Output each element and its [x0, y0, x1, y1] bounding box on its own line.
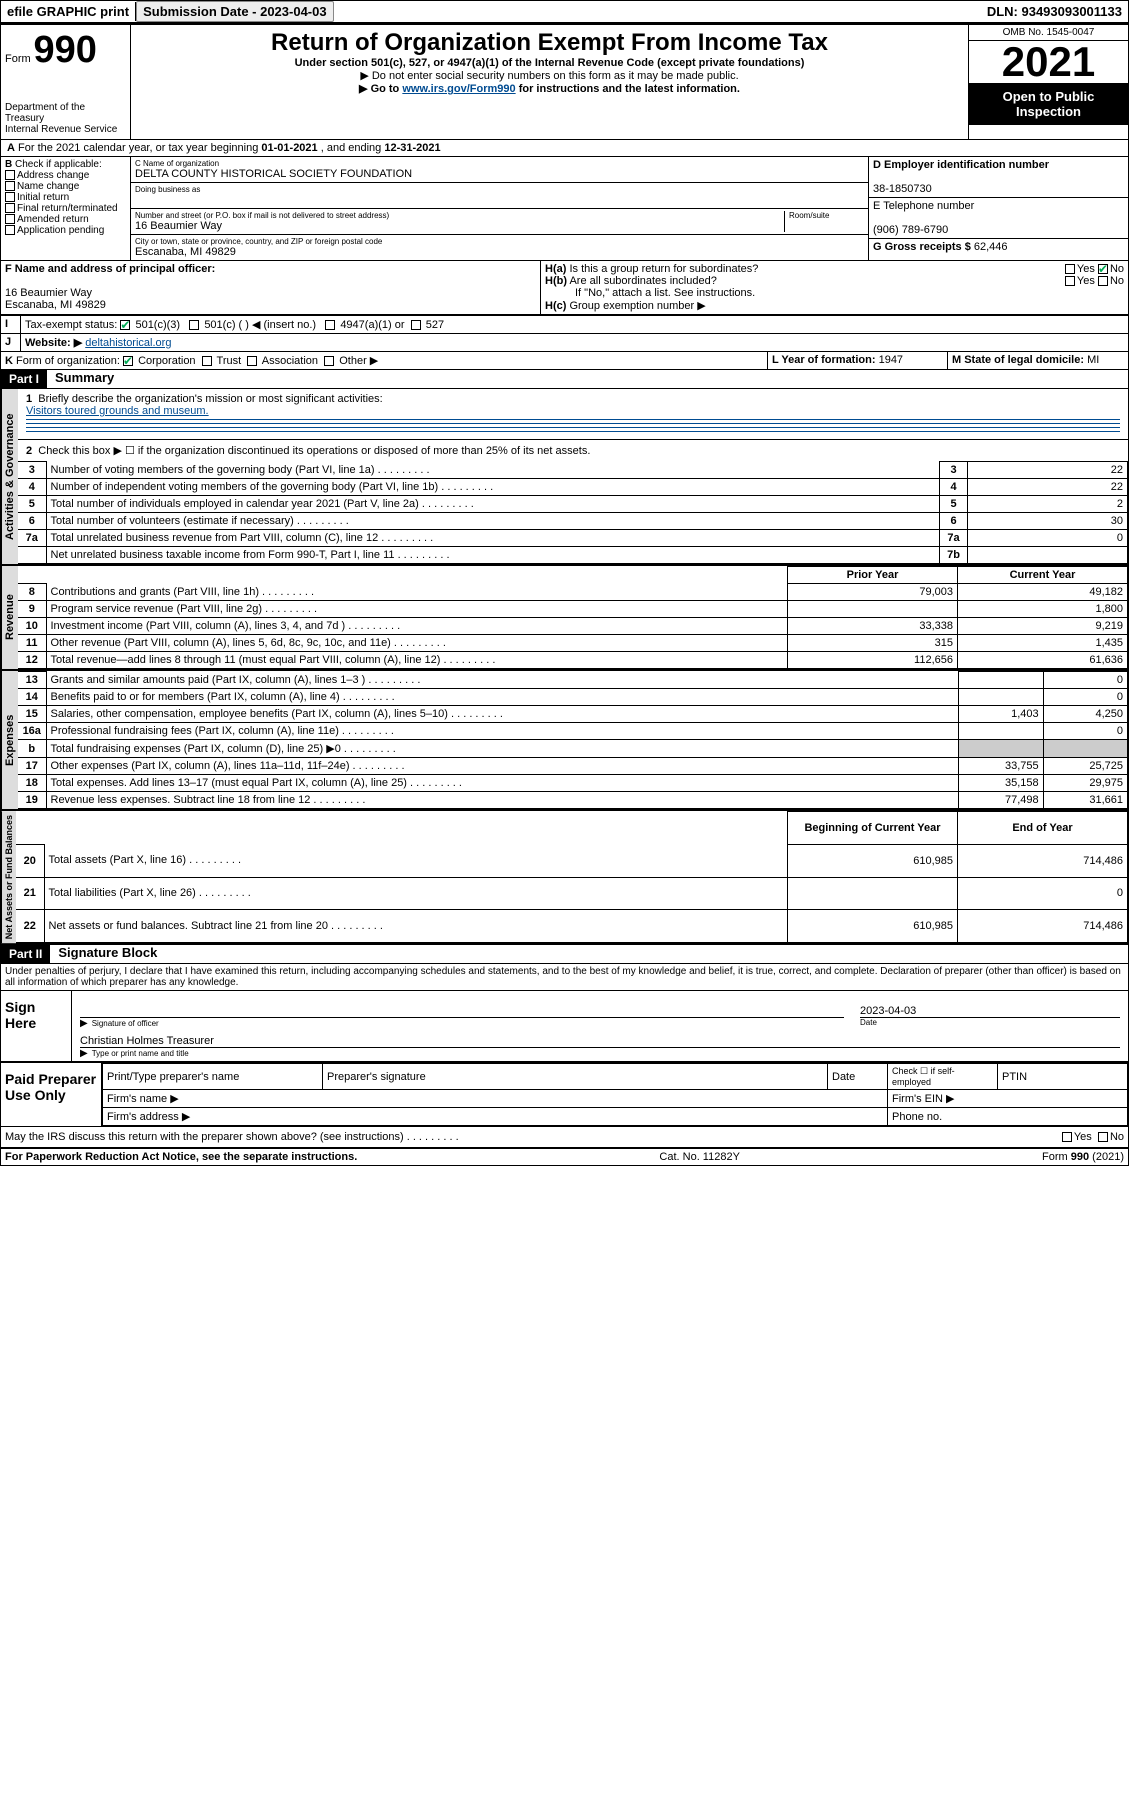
- submission-date-button[interactable]: Submission Date - 2023-04-03: [136, 1, 334, 22]
- form-header: Form 990 Department of the Treasury Inte…: [1, 25, 1128, 140]
- expenses-section: Expenses 13Grants and similar amounts pa…: [1, 671, 1128, 811]
- row-a: A For the 2021 calendar year, or tax yea…: [1, 140, 1128, 157]
- top-bar: efile GRAPHIC print Submission Date - 20…: [0, 0, 1129, 24]
- governance-table: 3Number of voting members of the governi…: [18, 461, 1128, 564]
- officer-name: Christian Holmes Treasurer: [80, 1035, 1120, 1048]
- checkbox-amended[interactable]: [5, 214, 15, 224]
- discuss-row: May the IRS discuss this return with the…: [1, 1127, 1128, 1149]
- row-fh: F Name and address of principal officer:…: [1, 261, 1128, 315]
- instr-2: ▶ Go to www.irs.gov/Form990 for instruct…: [135, 82, 964, 95]
- form-number: 990: [33, 29, 96, 71]
- checkbox-address-change[interactable]: [5, 170, 15, 180]
- spacer: [334, 10, 981, 14]
- checkbox-initial-return[interactable]: [5, 192, 15, 202]
- efile-label: efile GRAPHIC print: [1, 2, 136, 21]
- signature-date: 2023-04-03: [860, 1005, 1120, 1018]
- form-title: Return of Organization Exempt From Incom…: [135, 29, 964, 57]
- tax-year: 2021: [969, 41, 1128, 83]
- dept-treasury: Department of the Treasury: [5, 102, 126, 124]
- checkbox-app-pending[interactable]: [5, 225, 15, 235]
- mission-text: Visitors toured grounds and museum.: [26, 405, 209, 417]
- year-formation: 1947: [879, 354, 903, 366]
- instr-1: ▶ Do not enter social security numbers o…: [135, 69, 964, 82]
- header-right: OMB No. 1545-0047 2021 Open to Public In…: [968, 25, 1128, 139]
- phone-value: (906) 789-6790: [873, 224, 948, 236]
- part-2-header: Part II Signature Block: [1, 945, 1128, 964]
- box-de: D Employer identification number 38-1850…: [868, 157, 1128, 260]
- sign-here-block: Sign Here Signature of officer 2023-04-0…: [1, 991, 1128, 1063]
- header-mid: Return of Organization Exempt From Incom…: [131, 25, 968, 139]
- ein-value: 38-1850730: [873, 183, 932, 195]
- gross-receipts: 62,446: [974, 241, 1008, 253]
- header-left: Form 990 Department of the Treasury Inte…: [1, 25, 131, 139]
- perjury-declaration: Under penalties of perjury, I declare th…: [1, 964, 1128, 991]
- irs-link[interactable]: www.irs.gov/Form990: [402, 83, 515, 95]
- org-name: DELTA COUNTY HISTORICAL SOCIETY FOUNDATI…: [135, 168, 864, 180]
- checkbox-name-change[interactable]: [5, 181, 15, 191]
- box-c: C Name of organization DELTA COUNTY HIST…: [131, 157, 868, 260]
- activities-governance: Activities & Governance 1 Briefly descri…: [1, 389, 1128, 566]
- open-public-badge: Open to Public Inspection: [969, 83, 1128, 125]
- website-link[interactable]: deltahistorical.org: [85, 337, 171, 349]
- city-state-zip: Escanaba, MI 49829: [135, 246, 864, 258]
- dln-label: DLN: 93493093001133: [981, 2, 1128, 21]
- form-prefix: Form: [5, 53, 31, 65]
- net-assets-table: Beginning of Current YearEnd of Year20To…: [16, 811, 1128, 943]
- irs-label: Internal Revenue Service: [5, 124, 126, 135]
- paid-preparer-block: Paid Preparer Use Only Print/Type prepar…: [1, 1063, 1128, 1127]
- box-b: B Check if applicable: Address change Na…: [1, 157, 131, 260]
- part-1-header: Part I Summary: [1, 370, 1128, 389]
- net-assets-section: Net Assets or Fund Balances Beginning of…: [1, 811, 1128, 945]
- checkbox-501c3[interactable]: [120, 320, 130, 330]
- footer: For Paperwork Reduction Act Notice, see …: [1, 1149, 1128, 1165]
- form-container: Form 990 Department of the Treasury Inte…: [0, 24, 1129, 1166]
- revenue-section: Revenue Prior YearCurrent Year8Contribut…: [1, 566, 1128, 671]
- form-subtitle: Under section 501(c), 527, or 4947(a)(1)…: [135, 57, 964, 69]
- street-address: 16 Beaumier Way: [135, 220, 784, 232]
- revenue-table: Prior YearCurrent Year8Contributions and…: [18, 566, 1128, 669]
- section-bc: B Check if applicable: Address change Na…: [1, 157, 1128, 261]
- legal-domicile: MI: [1087, 354, 1099, 366]
- expenses-table: 13Grants and similar amounts paid (Part …: [18, 671, 1128, 809]
- checkbox-final-return[interactable]: [5, 203, 15, 213]
